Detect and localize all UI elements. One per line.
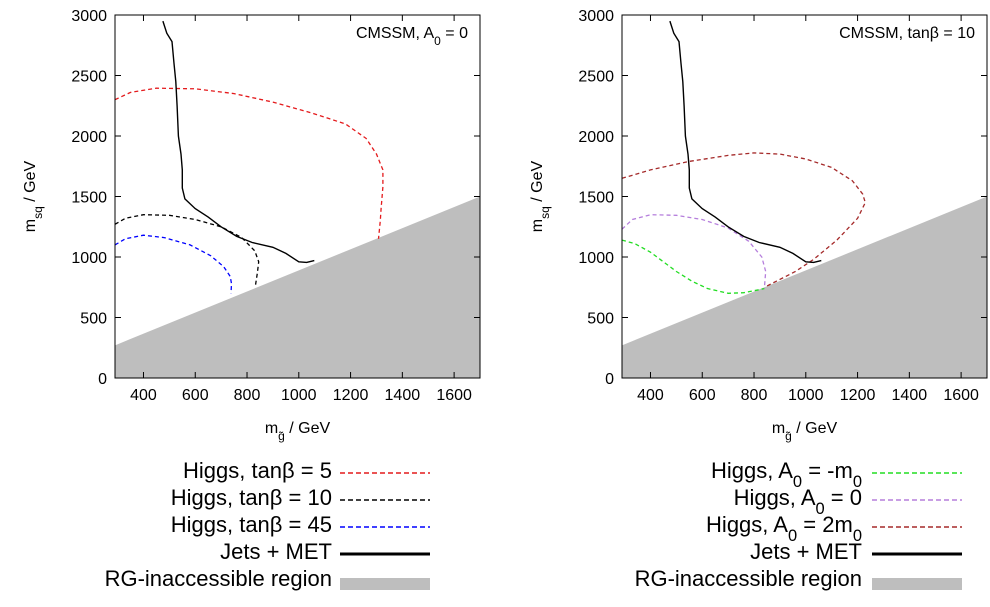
x-tick-label: 1600 [436, 387, 472, 404]
legend-label: Jets + MET [220, 539, 332, 564]
series-line-2 [115, 214, 260, 287]
y-tick-label: 2500 [578, 69, 614, 86]
series-line-3 [115, 234, 233, 294]
y-tick-label: 3000 [578, 8, 614, 25]
y-tick-label: 1000 [71, 250, 107, 267]
y-axis-label: msq / GeV [22, 160, 45, 232]
x-tick-label: 1400 [892, 387, 928, 404]
legend-label: RG-inaccessible region [635, 566, 862, 591]
series-line-1 [622, 239, 765, 294]
y-tick-label: 0 [605, 371, 614, 388]
chart-panel-1: 400 600 800 1000 1200 1400 1600 0 500 1000 1500 200… [22, 8, 481, 591]
x-tick-label: 1600 [943, 387, 979, 404]
legend-label: Higgs, tanβ = 10 [171, 485, 332, 510]
x-tick-label: 400 [637, 387, 664, 404]
x-tick-label: 1400 [385, 387, 421, 404]
chart-panel-2: 400 600 800 1000 1200 1400 1600 0 500 1000 1500 200… [529, 8, 988, 591]
x-tick-label: 800 [741, 387, 768, 404]
y-tick-label: 1500 [71, 190, 107, 207]
legend-label: Higgs, A0 = -m0 [711, 458, 862, 491]
legend-label: Higgs, tanβ = 5 [183, 458, 332, 483]
x-tick-label: 800 [234, 387, 261, 404]
x-axis-label: mg̃ / GeV [265, 420, 331, 443]
x-tick-label: 1200 [333, 387, 369, 404]
series-line-3 [622, 152, 866, 287]
series-line-1 [115, 87, 384, 239]
x-tick-label: 600 [689, 387, 716, 404]
legend-swatch [872, 578, 962, 590]
series-line-4 [162, 20, 315, 264]
legend-label: RG-inaccessible region [105, 566, 332, 591]
y-tick-label: 500 [587, 311, 614, 328]
x-axis-label: mg̃ / GeV [772, 420, 838, 443]
y-tick-label: 500 [80, 311, 107, 328]
y-tick-label: 2000 [71, 129, 107, 146]
legend-label: Higgs, A0 = 2m0 [706, 512, 862, 545]
y-tick-label: 2000 [578, 129, 614, 146]
chart-annotation: CMSSM, tanβ = 10 [839, 25, 975, 42]
series-line-4 [669, 20, 822, 264]
x-tick-label: 400 [130, 387, 157, 404]
y-tick-label: 1500 [578, 190, 614, 207]
y-tick-label: 2500 [71, 69, 107, 86]
legend-swatch [340, 578, 430, 590]
y-tick-label: 1000 [578, 250, 614, 267]
x-tick-label: 600 [182, 387, 209, 404]
legend-label: Higgs, A0 = 0 [734, 485, 862, 518]
chart-annotation: CMSSM, A0 = 0 [356, 25, 468, 48]
y-tick-label: 0 [98, 371, 107, 388]
rg-inaccessible-region [115, 196, 480, 378]
x-tick-label: 1000 [788, 387, 824, 404]
x-tick-label: 1200 [840, 387, 876, 404]
x-tick-label: 1000 [281, 387, 317, 404]
rg-inaccessible-region [622, 196, 987, 378]
legend-label: Higgs, tanβ = 45 [171, 512, 332, 537]
series-line-2 [622, 214, 767, 289]
y-axis-label: msq / GeV [529, 160, 552, 232]
y-tick-label: 3000 [71, 8, 107, 25]
legend-label: Jets + MET [750, 539, 862, 564]
